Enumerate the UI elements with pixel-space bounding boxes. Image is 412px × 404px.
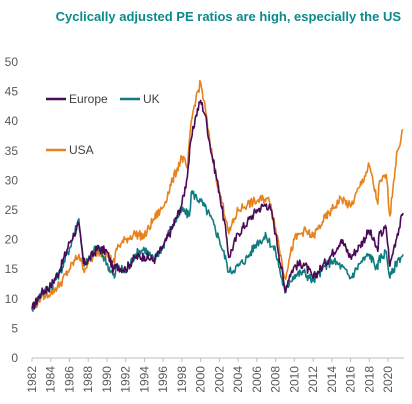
legend-label-europe: Europe	[69, 92, 108, 106]
y-tick-label: 5	[11, 321, 18, 335]
x-tick-label: 1988	[81, 366, 95, 393]
x-tick-label: 1986	[62, 366, 76, 393]
series-lines	[31, 79, 404, 312]
chart-title: Cyclically adjusted PE ratios are high, …	[55, 9, 401, 24]
series-line-uk	[31, 190, 404, 312]
x-tick-label: 2010	[287, 366, 301, 393]
x-tick-label: 2004	[231, 366, 245, 393]
chart-axes: 0 5 10 15 20 25 30 35 40 45 50 1982 1984 1986 1988 1990…	[5, 55, 404, 393]
x-tick-label: 1992	[119, 366, 133, 393]
x-tick-label: 2008	[269, 366, 283, 393]
y-tick-label: 20	[5, 233, 19, 247]
chart-legend: Europe UK USA	[46, 92, 160, 157]
y-tick-label: 0	[11, 351, 18, 365]
x-tick-label: 1990	[100, 366, 114, 393]
y-tick-label: 25	[5, 203, 19, 217]
x-tick-label: 1982	[25, 366, 39, 393]
x-tick-label: 2000	[194, 366, 208, 393]
y-tick-label: 50	[5, 55, 19, 69]
x-tick-label: 2006	[250, 366, 264, 393]
legend-label-usa: USA	[69, 143, 94, 157]
x-tick-label: 2002	[212, 366, 226, 393]
y-tick-label: 30	[5, 173, 19, 187]
x-tick-label: 2018	[362, 366, 376, 393]
y-tick-label: 40	[5, 114, 19, 128]
x-tick-label: 1996	[156, 366, 170, 393]
y-tick-label: 15	[5, 262, 19, 276]
x-tick-label: 2016	[344, 366, 358, 393]
x-tick-label: 1998	[175, 366, 189, 393]
series-line-usa	[31, 79, 404, 312]
y-tick-label: 35	[5, 144, 19, 158]
x-tick-label: 1984	[44, 366, 58, 393]
x-tick-label: 2012	[306, 366, 320, 393]
x-tick-label: 2020	[381, 366, 395, 393]
x-tick-label: 2014	[325, 366, 339, 393]
y-tick-label: 10	[5, 292, 19, 306]
x-tick-label: 1994	[137, 366, 151, 393]
y-tick-label: 45	[5, 85, 19, 99]
series-line-europe	[31, 99, 404, 310]
legend-label-uk: UK	[143, 92, 160, 106]
